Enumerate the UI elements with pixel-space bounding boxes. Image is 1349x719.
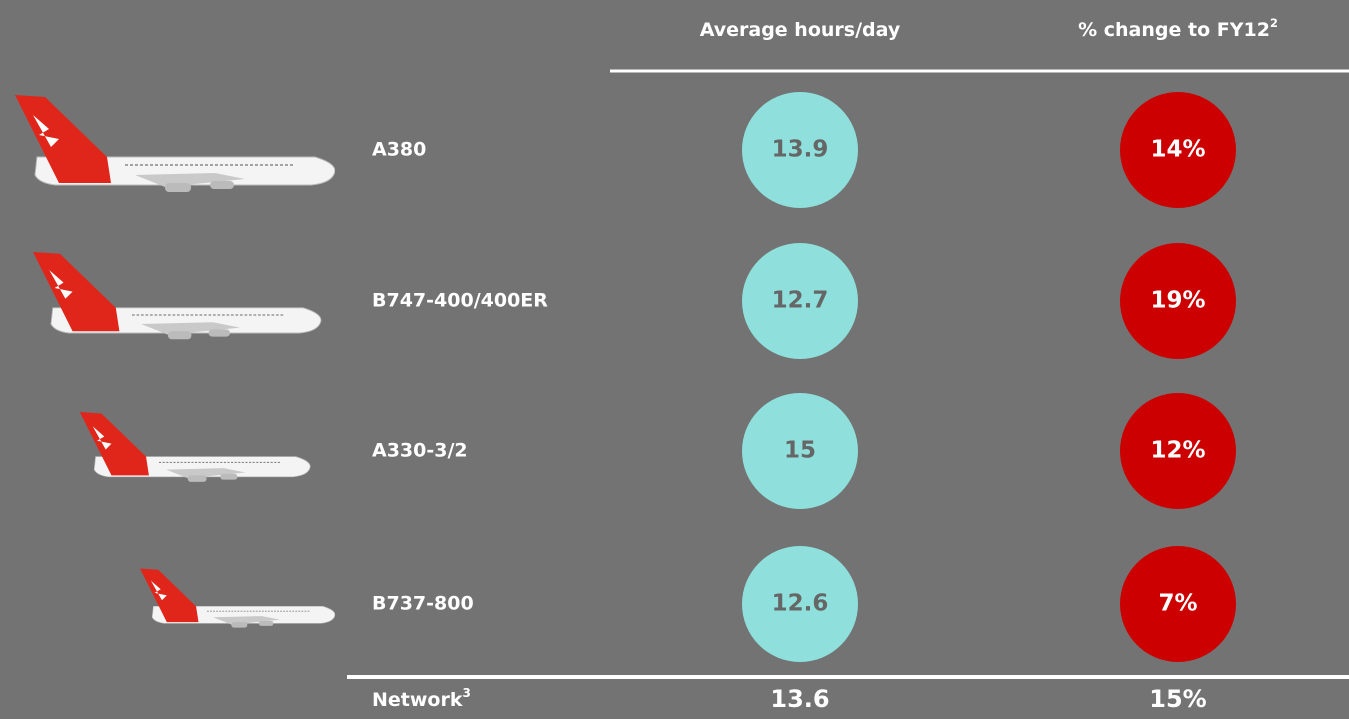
- column-header: Average hours/day: [700, 19, 901, 41]
- plane-icon: [15, 95, 335, 193]
- table: Average hours/day % change to FY122 A380 13…: [372, 16, 1278, 714]
- column-header-text: Average hours/day: [700, 19, 901, 41]
- hours-value: 13.9: [772, 137, 829, 163]
- hours-badge: [742, 393, 858, 509]
- superscript: 2: [1270, 16, 1278, 30]
- plane-icon: [140, 568, 335, 629]
- total-label: Network3: [372, 686, 471, 711]
- hours-value: 15: [784, 438, 816, 464]
- total-change: 15%: [1149, 685, 1206, 713]
- change-badge: [1120, 243, 1236, 359]
- superscript: 3: [462, 686, 470, 700]
- change-value: 12%: [1150, 438, 1205, 464]
- change-value: 14%: [1150, 137, 1205, 163]
- total-hours: 13.6: [770, 685, 829, 713]
- total-label-text: Network: [372, 689, 463, 711]
- hours-value: 12.7: [772, 288, 829, 314]
- plane-icon: [32, 252, 322, 341]
- hours-badge: [742, 546, 858, 662]
- plane-icon: [79, 412, 311, 483]
- column-header-text: % change to FY12: [1078, 19, 1270, 41]
- change-badge: [1120, 546, 1236, 662]
- row-label: B737-800: [372, 593, 474, 615]
- hours-badge: [742, 92, 858, 208]
- change-badge: [1120, 92, 1236, 208]
- change-value: 7%: [1158, 591, 1197, 617]
- row-label: A380: [372, 139, 426, 161]
- change-badge: [1120, 393, 1236, 509]
- hours-value: 12.6: [772, 591, 829, 617]
- change-value: 19%: [1150, 288, 1205, 314]
- column-header: % change to FY122: [1078, 16, 1278, 41]
- row-label: B747-400/400ER: [372, 290, 548, 312]
- row-label: A330-3/2: [372, 440, 468, 462]
- hours-badge: [742, 243, 858, 359]
